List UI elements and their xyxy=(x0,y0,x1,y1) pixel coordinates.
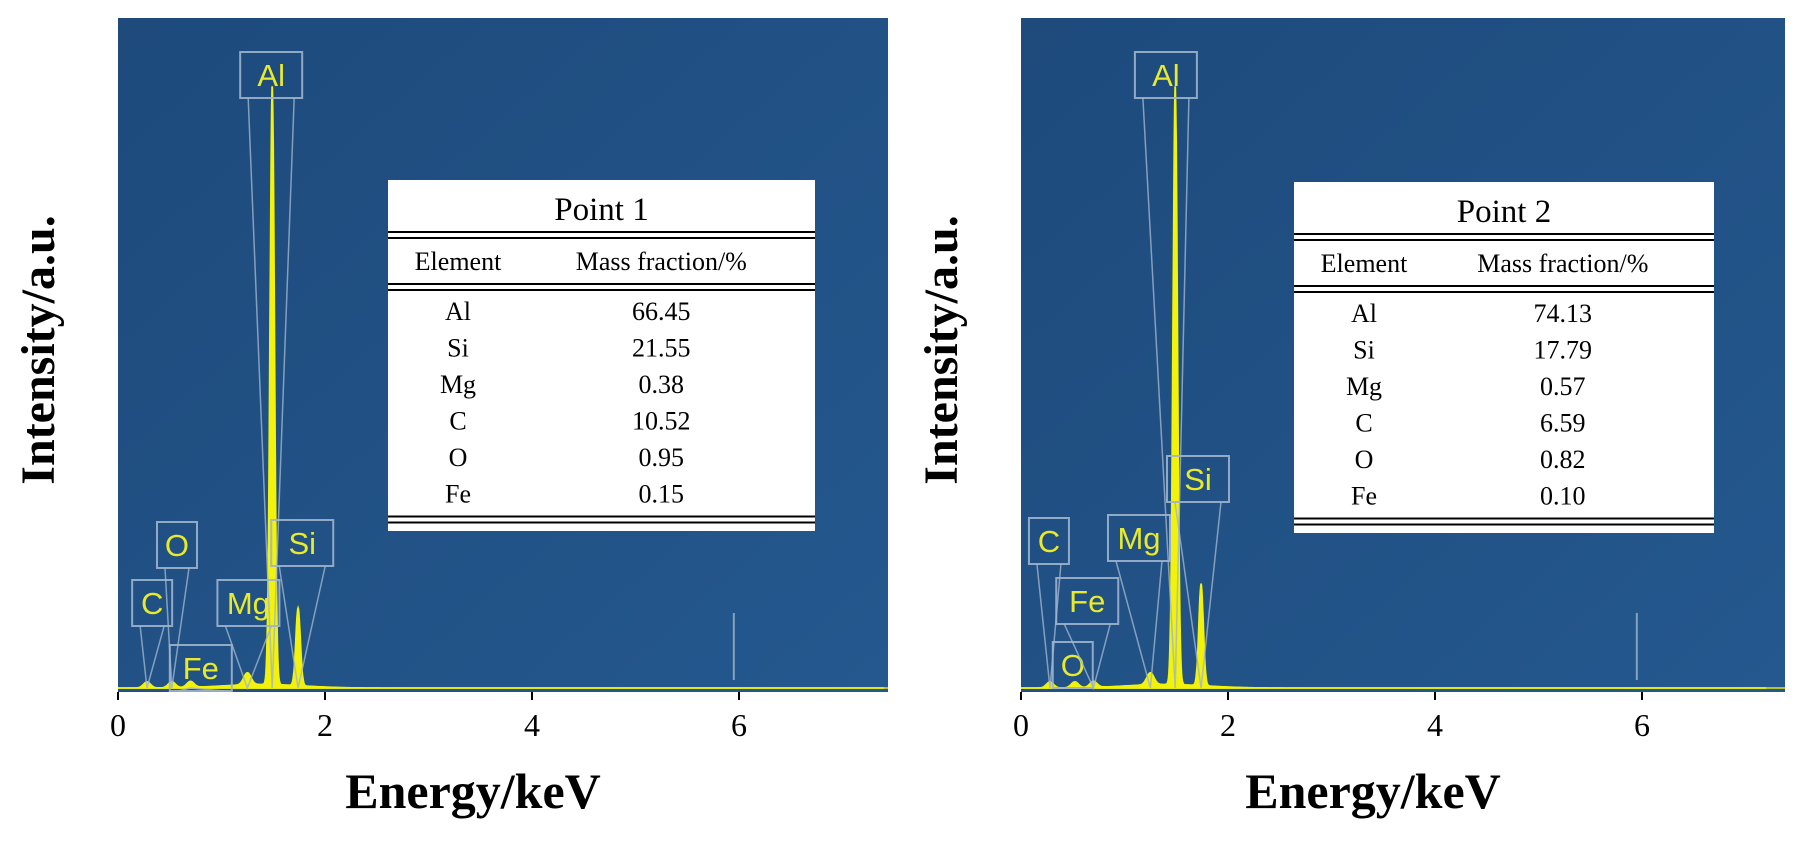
peak-element-text: Si xyxy=(288,526,316,561)
peak-label-fe: Fe xyxy=(168,644,233,692)
peak-label-si: Si xyxy=(270,519,335,689)
table-cell-mass-fraction: 66.45 xyxy=(632,297,691,326)
x-tick-label: 4 xyxy=(1427,707,1443,743)
peak-element-text: C xyxy=(141,586,163,621)
table-cell-element: Si xyxy=(447,334,469,363)
eds-spectrum-point-1: C O Fe Mg Al Si 0 2 4 6 Energy/keV Intensity/a.u. Po… xyxy=(12,18,888,819)
composition-table: Point 2 Element Mass fraction/% Al 74.13 Si 17… xyxy=(1294,182,1714,533)
table-cell-mass-fraction: 0.57 xyxy=(1540,372,1586,401)
peak-label-fe: Fe xyxy=(1055,577,1120,691)
eds-spectrum-point-2: C O Fe Mg Al Si 0 2 4 6 Energy/keV Intensity/a.u. Po… xyxy=(897,0,1794,842)
table-cell-element: O xyxy=(449,443,468,472)
table-cell-mass-fraction: 74.13 xyxy=(1534,299,1593,328)
table-column-header: Element xyxy=(1321,249,1408,278)
peak-label-o: O xyxy=(155,521,198,689)
peak-label-mg: Mg xyxy=(1106,514,1171,689)
x-tick-label: 0 xyxy=(110,707,126,743)
table-cell-mass-fraction: 0.38 xyxy=(639,370,685,399)
x-axis-label: Energy/keV xyxy=(345,763,601,819)
table-cell-element: C xyxy=(1355,409,1372,438)
peak-element-text: O xyxy=(1061,648,1085,683)
composition-table: Point 1 Element Mass fraction/% Al 66.45 Si 21… xyxy=(388,180,815,531)
table-column-header: Element xyxy=(415,247,502,276)
peak-label-c: C xyxy=(1027,517,1070,689)
table-cell-mass-fraction: 0.10 xyxy=(1540,482,1586,511)
table-column-header: Mass fraction/% xyxy=(576,247,747,276)
table-cell-element: Fe xyxy=(445,480,471,509)
peak-element-text: Mg xyxy=(1117,521,1160,556)
peak-label-si: Si xyxy=(1165,455,1230,689)
x-tick-label: 0 xyxy=(1013,707,1029,743)
peak-element-text: Mg xyxy=(227,586,270,621)
table-title: Point 2 xyxy=(1457,194,1551,230)
x-tick-label: 4 xyxy=(524,707,540,743)
y-axis-label: Intensity/a.u. xyxy=(12,215,65,484)
table-title: Point 1 xyxy=(554,192,648,228)
x-axis-label: Energy/keV xyxy=(1245,763,1501,819)
table-cell-element: Mg xyxy=(440,370,476,399)
table-cell-mass-fraction: 17.79 xyxy=(1534,336,1593,365)
peak-label-mg: Mg xyxy=(216,579,281,691)
table-cell-mass-fraction: 0.95 xyxy=(639,443,685,472)
x-tick-label: 2 xyxy=(1220,707,1236,743)
table-cell-element: Fe xyxy=(1351,482,1377,511)
peak-element-text: Fe xyxy=(1069,584,1105,619)
peak-label-o: O xyxy=(1051,641,1094,689)
table-cell-element: O xyxy=(1355,445,1374,474)
peak-element-text: Al xyxy=(1152,58,1180,93)
table-column-header: Mass fraction/% xyxy=(1477,249,1648,278)
table-cell-mass-fraction: 21.55 xyxy=(632,334,691,363)
y-axis-label: Intensity/a.u. xyxy=(915,215,968,484)
x-tick-label: 2 xyxy=(317,707,333,743)
peak-element-text: Si xyxy=(1184,462,1212,497)
peak-label-c: C xyxy=(131,579,174,689)
table-cell-element: Mg xyxy=(1346,372,1382,401)
peak-label-al: Al xyxy=(1133,51,1198,689)
table-cell-mass-fraction: 0.15 xyxy=(639,480,685,509)
table-cell-element: Si xyxy=(1353,336,1375,365)
table-cell-mass-fraction: 0.82 xyxy=(1540,445,1586,474)
peak-element-text: C xyxy=(1038,524,1060,559)
peak-label-al: Al xyxy=(239,51,304,689)
x-tick-label: 6 xyxy=(731,707,747,743)
x-tick-label: 6 xyxy=(1634,707,1650,743)
peak-element-text: Al xyxy=(257,58,285,93)
table-cell-element: C xyxy=(449,407,466,436)
table-cell-mass-fraction: 6.59 xyxy=(1540,409,1586,438)
table-cell-element: Al xyxy=(445,297,471,326)
table-cell-mass-fraction: 10.52 xyxy=(632,407,691,436)
peak-element-text: O xyxy=(165,528,189,563)
table-cell-element: Al xyxy=(1351,299,1377,328)
peak-element-text: Fe xyxy=(183,651,219,686)
